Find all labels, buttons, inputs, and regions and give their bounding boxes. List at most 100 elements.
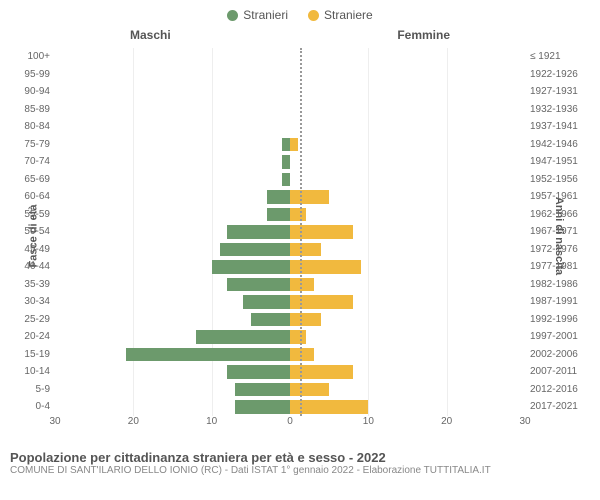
age-label: 65-69	[24, 174, 50, 185]
chart-row: 0-42017-2021	[55, 398, 525, 416]
chart-row: 95-991922-1926	[55, 66, 525, 84]
bar-male	[282, 173, 290, 187]
birth-label: 1982-1986	[530, 279, 578, 290]
panel-label-male: Maschi	[130, 28, 171, 42]
bar-female	[290, 190, 329, 204]
birth-label: 1922-1926	[530, 69, 578, 80]
age-label: 100+	[27, 51, 50, 62]
bar-male	[235, 383, 290, 397]
birth-label: 1957-1961	[530, 191, 578, 202]
chart-row: 70-741947-1951	[55, 153, 525, 171]
bar-male	[243, 295, 290, 309]
x-tick: 10	[206, 416, 217, 427]
bar-male	[126, 348, 291, 362]
chart-row: 40-441977-1981	[55, 258, 525, 276]
pyramid-chart: Maschi Femmine Fasce di età Anni di nasc…	[0, 26, 600, 446]
chart-row: 75-791942-1946	[55, 136, 525, 154]
x-tick: 10	[363, 416, 374, 427]
birth-label: 1942-1946	[530, 139, 578, 150]
age-label: 85-89	[24, 104, 50, 115]
x-tick: 20	[128, 416, 139, 427]
age-label: 90-94	[24, 86, 50, 97]
birth-label: 1947-1951	[530, 156, 578, 167]
bar-female	[290, 313, 321, 327]
birth-label: 1972-1976	[530, 244, 578, 255]
birth-label: 1927-1931	[530, 86, 578, 97]
birth-label: 2012-2016	[530, 384, 578, 395]
bar-male	[267, 190, 291, 204]
bar-male	[196, 330, 290, 344]
chart-rows: 100+≤ 192195-991922-192690-941927-193185…	[55, 48, 525, 416]
swatch-male	[227, 10, 238, 21]
x-tick: 0	[287, 416, 293, 427]
bar-male	[220, 243, 291, 257]
bar-male	[251, 313, 290, 327]
age-label: 40-44	[24, 261, 50, 272]
age-label: 50-54	[24, 226, 50, 237]
birth-label: 1977-1981	[530, 261, 578, 272]
age-label: 0-4	[36, 401, 50, 412]
age-label: 35-39	[24, 279, 50, 290]
birth-label: 2017-2021	[530, 401, 578, 412]
legend: Stranieri Straniere	[0, 0, 600, 26]
chart-row: 80-841937-1941	[55, 118, 525, 136]
bar-male	[267, 208, 291, 222]
swatch-female	[308, 10, 319, 21]
chart-row: 20-241997-2001	[55, 328, 525, 346]
age-label: 20-24	[24, 331, 50, 342]
birth-label: 1937-1941	[530, 121, 578, 132]
chart-row: 100+≤ 1921	[55, 48, 525, 66]
bar-male	[235, 400, 290, 414]
legend-female: Straniere	[308, 8, 373, 22]
chart-subtitle: COMUNE DI SANT'ILARIO DELLO IONIO (RC) -…	[10, 465, 590, 476]
chart-title: Popolazione per cittadinanza straniera p…	[10, 450, 590, 465]
bar-female	[290, 138, 298, 152]
x-tick: 30	[49, 416, 60, 427]
birth-label: 1992-1996	[530, 314, 578, 325]
bar-female	[290, 208, 306, 222]
chart-row: 15-192002-2006	[55, 346, 525, 364]
age-label: 30-34	[24, 296, 50, 307]
age-label: 45-49	[24, 244, 50, 255]
bar-male	[227, 365, 290, 379]
bar-male	[212, 260, 290, 274]
chart-row: 90-941927-1931	[55, 83, 525, 101]
footer: Popolazione per cittadinanza straniera p…	[0, 446, 600, 476]
chart-row: 65-691952-1956	[55, 171, 525, 189]
chart-row: 50-541967-1971	[55, 223, 525, 241]
legend-male-label: Stranieri	[243, 8, 288, 22]
x-tick: 30	[519, 416, 530, 427]
chart-row: 45-491972-1976	[55, 241, 525, 259]
center-line	[300, 48, 302, 416]
bar-male	[227, 225, 290, 239]
age-label: 60-64	[24, 191, 50, 202]
age-label: 5-9	[36, 384, 50, 395]
bar-female	[290, 383, 329, 397]
x-tick: 20	[441, 416, 452, 427]
birth-label: 2002-2006	[530, 349, 578, 360]
x-axis: 3020100102030	[55, 416, 525, 436]
age-label: 55-59	[24, 209, 50, 220]
birth-label: ≤ 1921	[530, 51, 561, 62]
chart-row: 5-92012-2016	[55, 381, 525, 399]
age-label: 25-29	[24, 314, 50, 325]
chart-row: 55-591962-1966	[55, 206, 525, 224]
legend-female-label: Straniere	[324, 8, 373, 22]
birth-label: 1967-1971	[530, 226, 578, 237]
birth-label: 1932-1936	[530, 104, 578, 115]
birth-label: 1987-1991	[530, 296, 578, 307]
chart-row: 10-142007-2011	[55, 363, 525, 381]
birth-label: 2007-2011	[530, 366, 577, 377]
birth-label: 1962-1966	[530, 209, 578, 220]
bar-male	[282, 155, 290, 169]
bar-female	[290, 243, 321, 257]
chart-row: 85-891932-1936	[55, 101, 525, 119]
age-label: 80-84	[24, 121, 50, 132]
chart-row: 35-391982-1986	[55, 276, 525, 294]
panel-label-female: Femmine	[397, 28, 450, 42]
bar-male	[282, 138, 290, 152]
age-label: 10-14	[24, 366, 50, 377]
age-label: 75-79	[24, 139, 50, 150]
age-label: 15-19	[24, 349, 50, 360]
chart-row: 60-641957-1961	[55, 188, 525, 206]
